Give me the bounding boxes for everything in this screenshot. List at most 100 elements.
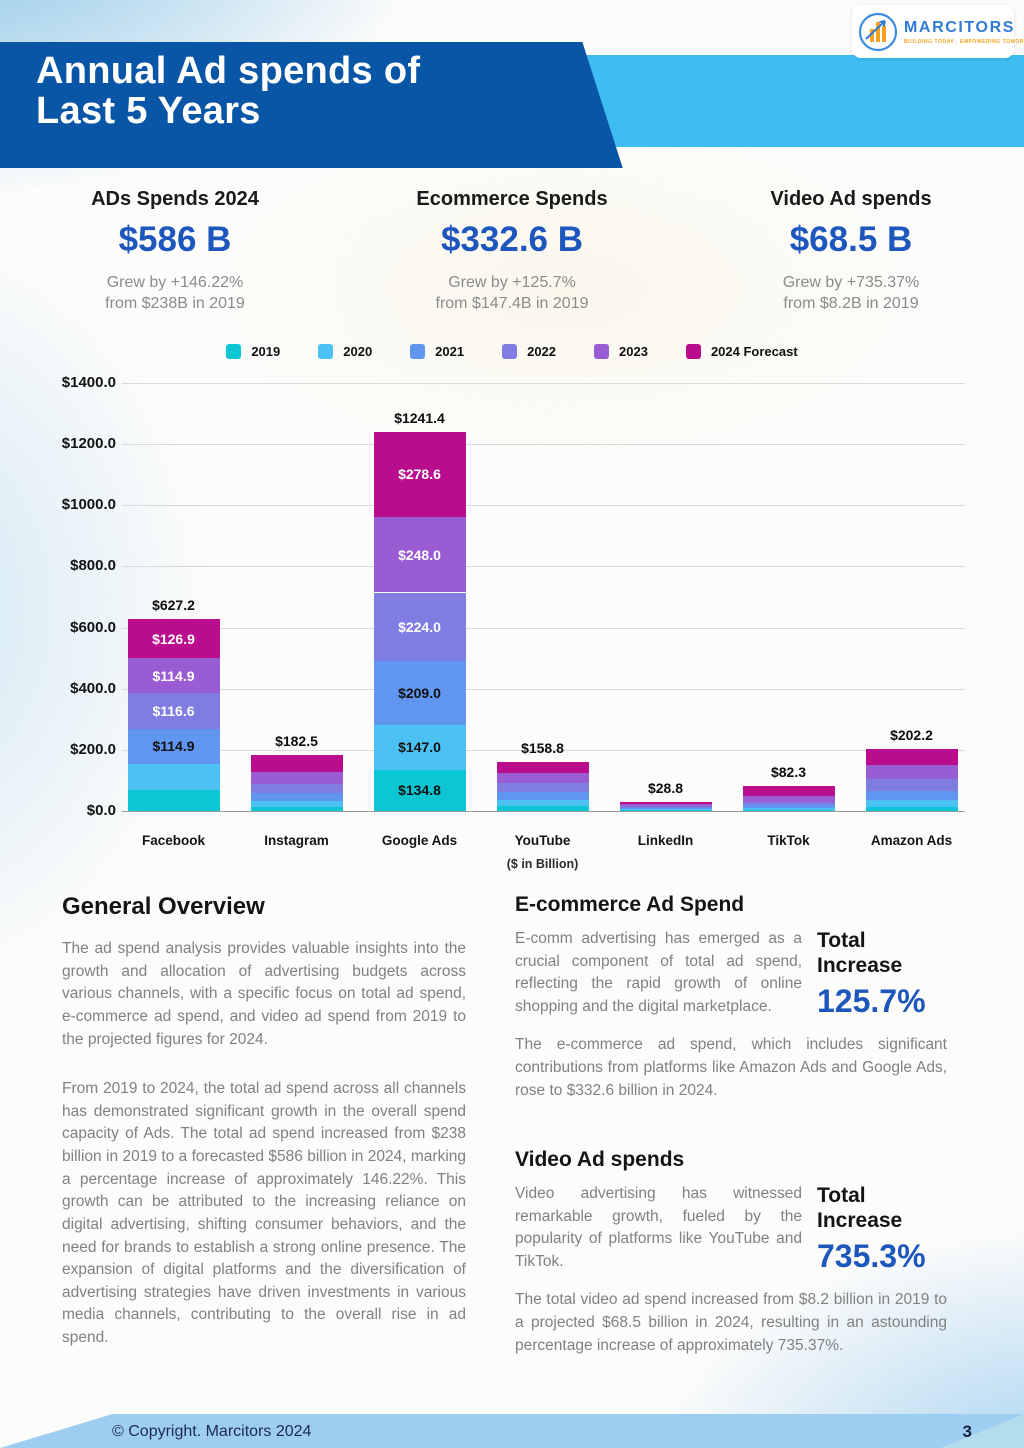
bar-segment-2021 (865, 790, 958, 801)
bar-segment-value: $278.6 (398, 466, 441, 483)
gridline-400 (122, 688, 965, 690)
bar-segment-2023: $114.9 (127, 658, 220, 694)
bar-segment-2022 (619, 806, 712, 808)
stat-growth-line2: from $238B in 2019 (105, 295, 245, 313)
header-accent-band (545, 55, 1024, 147)
video-section: Video Ad spends Video advertising has wi… (515, 1148, 947, 1357)
gridline-1200 (122, 444, 965, 446)
bar-segment-value: $114.9 (152, 667, 195, 684)
video-row: Video advertising has witnessed remarkab… (515, 1183, 947, 1275)
legend-item-2021: 2021 (410, 344, 464, 359)
bar-total-value: $202.2 (890, 727, 933, 744)
title-banner: Annual Ad spends of Last 5 Years (0, 42, 623, 168)
y-axis-tick-label: $1000.0 (61, 496, 116, 514)
bar-segment-2021 (742, 804, 835, 808)
x-axis-category-label: Amazon Ads (870, 833, 953, 848)
bar-total-value: $627.2 (152, 597, 195, 614)
bar-segment-2023: $248.0 (373, 516, 466, 593)
x-axis-category-label: TikTok (767, 833, 810, 848)
bar-segment-value: $224.0 (398, 618, 441, 635)
bar-total-value: $158.8 (521, 740, 564, 757)
bar-instagram: $182.5 (250, 383, 343, 811)
legend-label: 2020 (343, 344, 373, 359)
bar-segment-2020 (742, 807, 835, 810)
bar-total-value: $82.3 (770, 763, 807, 780)
legend-item-2022: 2022 (502, 344, 556, 359)
video-heading: Video Ad spends (515, 1148, 685, 1171)
bar-chart-logo-icon (858, 12, 898, 52)
ad-spend-stacked-bar-chart: $0.0 $200.0 $400.0 $600.0 $800.0 $1000.0 $1200… (0, 374, 1024, 880)
bar-segment-2020 (619, 809, 712, 811)
bar-google-ads: $134.8 $147.0 $209.0 $224.0 $248.0 $278.6 $124… (373, 383, 466, 811)
page-title-line2: Last 5 Years (36, 89, 261, 132)
bar-facebook: $114.9 $116.6 $114.9 $126.9 $627.2 (127, 383, 220, 811)
ecommerce-total-increase: Total Increase 125.7% (817, 928, 947, 1020)
x-axis-category-label: YouTube (514, 833, 571, 848)
bar-segment-2024: $278.6 (373, 431, 466, 517)
bar-segment-2020 (250, 801, 343, 808)
ecommerce-paragraph-2: The e-commerce ad spend, which includes … (515, 1036, 947, 1099)
legend-label: 2019 (251, 344, 281, 359)
stat-growth-line1: Grew by +735.37% (782, 274, 920, 291)
legend-label: 2022 (527, 344, 557, 359)
bar-segment-2022 (250, 783, 343, 793)
bar-segment-2024 (742, 785, 835, 797)
x-axis-category-label: Facebook (141, 833, 206, 848)
legend-label: 2023 (619, 344, 648, 359)
bar-segment-2024 (619, 802, 712, 805)
bar-segment-value: $147.0 (398, 739, 441, 756)
bar-segment-2024 (250, 755, 343, 772)
legend-swatch-icon (226, 344, 242, 359)
y-axis-tick-label: $800.0 (70, 557, 116, 575)
video-paragraph-1: Video advertising has witnessed remarkab… (515, 1185, 802, 1270)
y-axis-tick-label: $1200.0 (61, 435, 116, 453)
bar-segment-2019 (865, 806, 958, 811)
bar-linkedin: $28.8 (619, 383, 712, 811)
legend-item-2020: 2020 (318, 344, 372, 359)
stat-growth-line1: Grew by +146.22% (106, 274, 244, 291)
x-axis-category-label: LinkedIn (637, 833, 694, 848)
general-overview-section: General Overview The ad spend analysis p… (62, 893, 466, 1350)
bar-segment-2019 (496, 806, 589, 811)
total-increase-value: 125.7% (817, 983, 926, 1020)
legend-item-2019: 2019 (226, 344, 280, 359)
bar-segment-value: $116.6 (152, 703, 195, 719)
overview-paragraph-2: From 2019 to 2024, the total ad spend ac… (62, 1080, 466, 1346)
video-paragraph-2: The total video ad spend increased from … (515, 1291, 947, 1354)
bar-segment-2019 (127, 789, 220, 811)
bar-segment-2024 (496, 762, 589, 773)
bar-segment-2021: $209.0 (373, 660, 466, 725)
ecommerce-heading: E-commerce Ad Spend (515, 893, 745, 916)
bar-segment-2024 (865, 749, 958, 765)
stat-ecommerce-spend: Ecommerce Spends $332.6 B Grew by +125.7… (362, 188, 662, 314)
y-axis-tick-label: $400.0 (70, 679, 116, 697)
bar-segment-2021 (496, 791, 589, 801)
gridline-800 (122, 566, 965, 568)
legend-swatch-icon (685, 344, 701, 359)
y-axis-tick-label: $0.0 (86, 802, 116, 819)
logo-card: MARCITORS BUILDING TODAY . EMPOWERING TO… (852, 5, 1024, 58)
y-axis-tick-label: $200.0 (70, 740, 116, 758)
ecommerce-paragraph-1: E-comm advertising has emerged as a cruc… (515, 930, 802, 1015)
brand-tagline: BUILDING TODAY . EMPOWERING TOMORROW (904, 38, 1024, 45)
bar-amazon-ads: $202.2 (865, 383, 958, 811)
bar-segment-2021 (250, 792, 343, 802)
stat-value: $586 B (118, 220, 232, 259)
legend-swatch-icon (502, 344, 518, 359)
footer-band (0, 1414, 1024, 1448)
legend-swatch-icon (410, 344, 426, 359)
page-title-line1: Annual Ad spends of (36, 50, 421, 92)
footer-copyright: © Copyright. Marcitors 2024 (112, 1423, 312, 1440)
x-axis-category-label: Instagram (264, 833, 329, 848)
x-axis-category-label: Google Ads (381, 833, 458, 848)
x-axis-unit-label: ($ in Billion) (506, 857, 579, 871)
legend-item-2023: 2023 (594, 344, 648, 359)
page-number: 3 (962, 1422, 972, 1441)
stat-value: $68.5 B (789, 220, 913, 259)
stat-label: ADs Spends 2024 (91, 188, 259, 210)
brand-name: MARCITORS (904, 18, 1015, 36)
gridline-1400 (122, 383, 965, 384)
bar-segment-2020 (496, 800, 589, 807)
total-increase-value: 735.3% (817, 1238, 926, 1275)
bar-segment-value: $126.9 (152, 630, 195, 647)
